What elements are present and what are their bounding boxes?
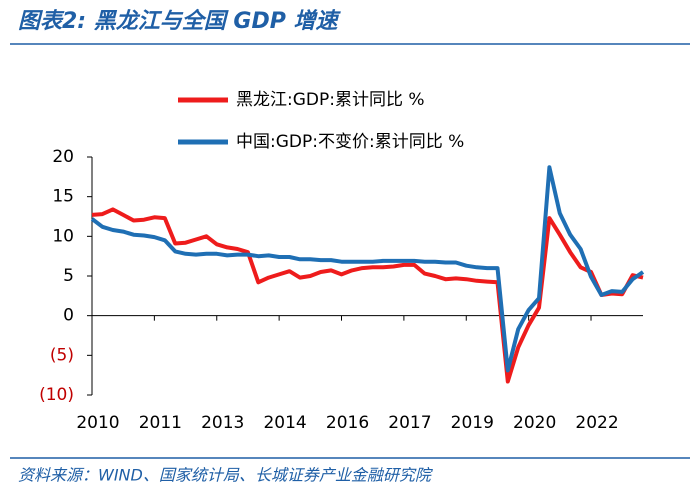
series-line: [91, 207, 644, 384]
source: 资料来源：WIND、国家统计局、长城证券产业金融研究院: [18, 466, 434, 485]
x-tick-label: 2019: [451, 413, 494, 433]
x-tick-label: 2016: [326, 413, 369, 433]
y-tick-label: 5: [63, 266, 74, 286]
x-tick-label: 2020: [513, 413, 556, 433]
x-tick-label: 2010: [76, 413, 119, 433]
chart-title: 图表2: 黑龙江与全国 GDP 增速: [18, 8, 342, 34]
x-tick-label: 2011: [139, 413, 182, 433]
x-tick-label: 2017: [388, 413, 431, 433]
legend-label: 黑龙江:GDP:累计同比 %: [236, 90, 425, 110]
y-tick-label: 15: [52, 187, 74, 207]
y-tick-label: 20: [52, 147, 74, 167]
legend-label: 中国:GDP:不变价:累计同比 %: [236, 132, 464, 152]
y-tick-label: (5): [50, 345, 74, 365]
x-tick-label: 2022: [575, 413, 618, 433]
y-tick-label: 10: [52, 226, 74, 246]
series-line: [90, 165, 645, 373]
y-tick-label: 0: [63, 306, 74, 326]
x-tick-label: 2014: [263, 413, 306, 433]
y-tick-label: (10): [39, 385, 74, 405]
x-tick-label: 2013: [201, 413, 244, 433]
